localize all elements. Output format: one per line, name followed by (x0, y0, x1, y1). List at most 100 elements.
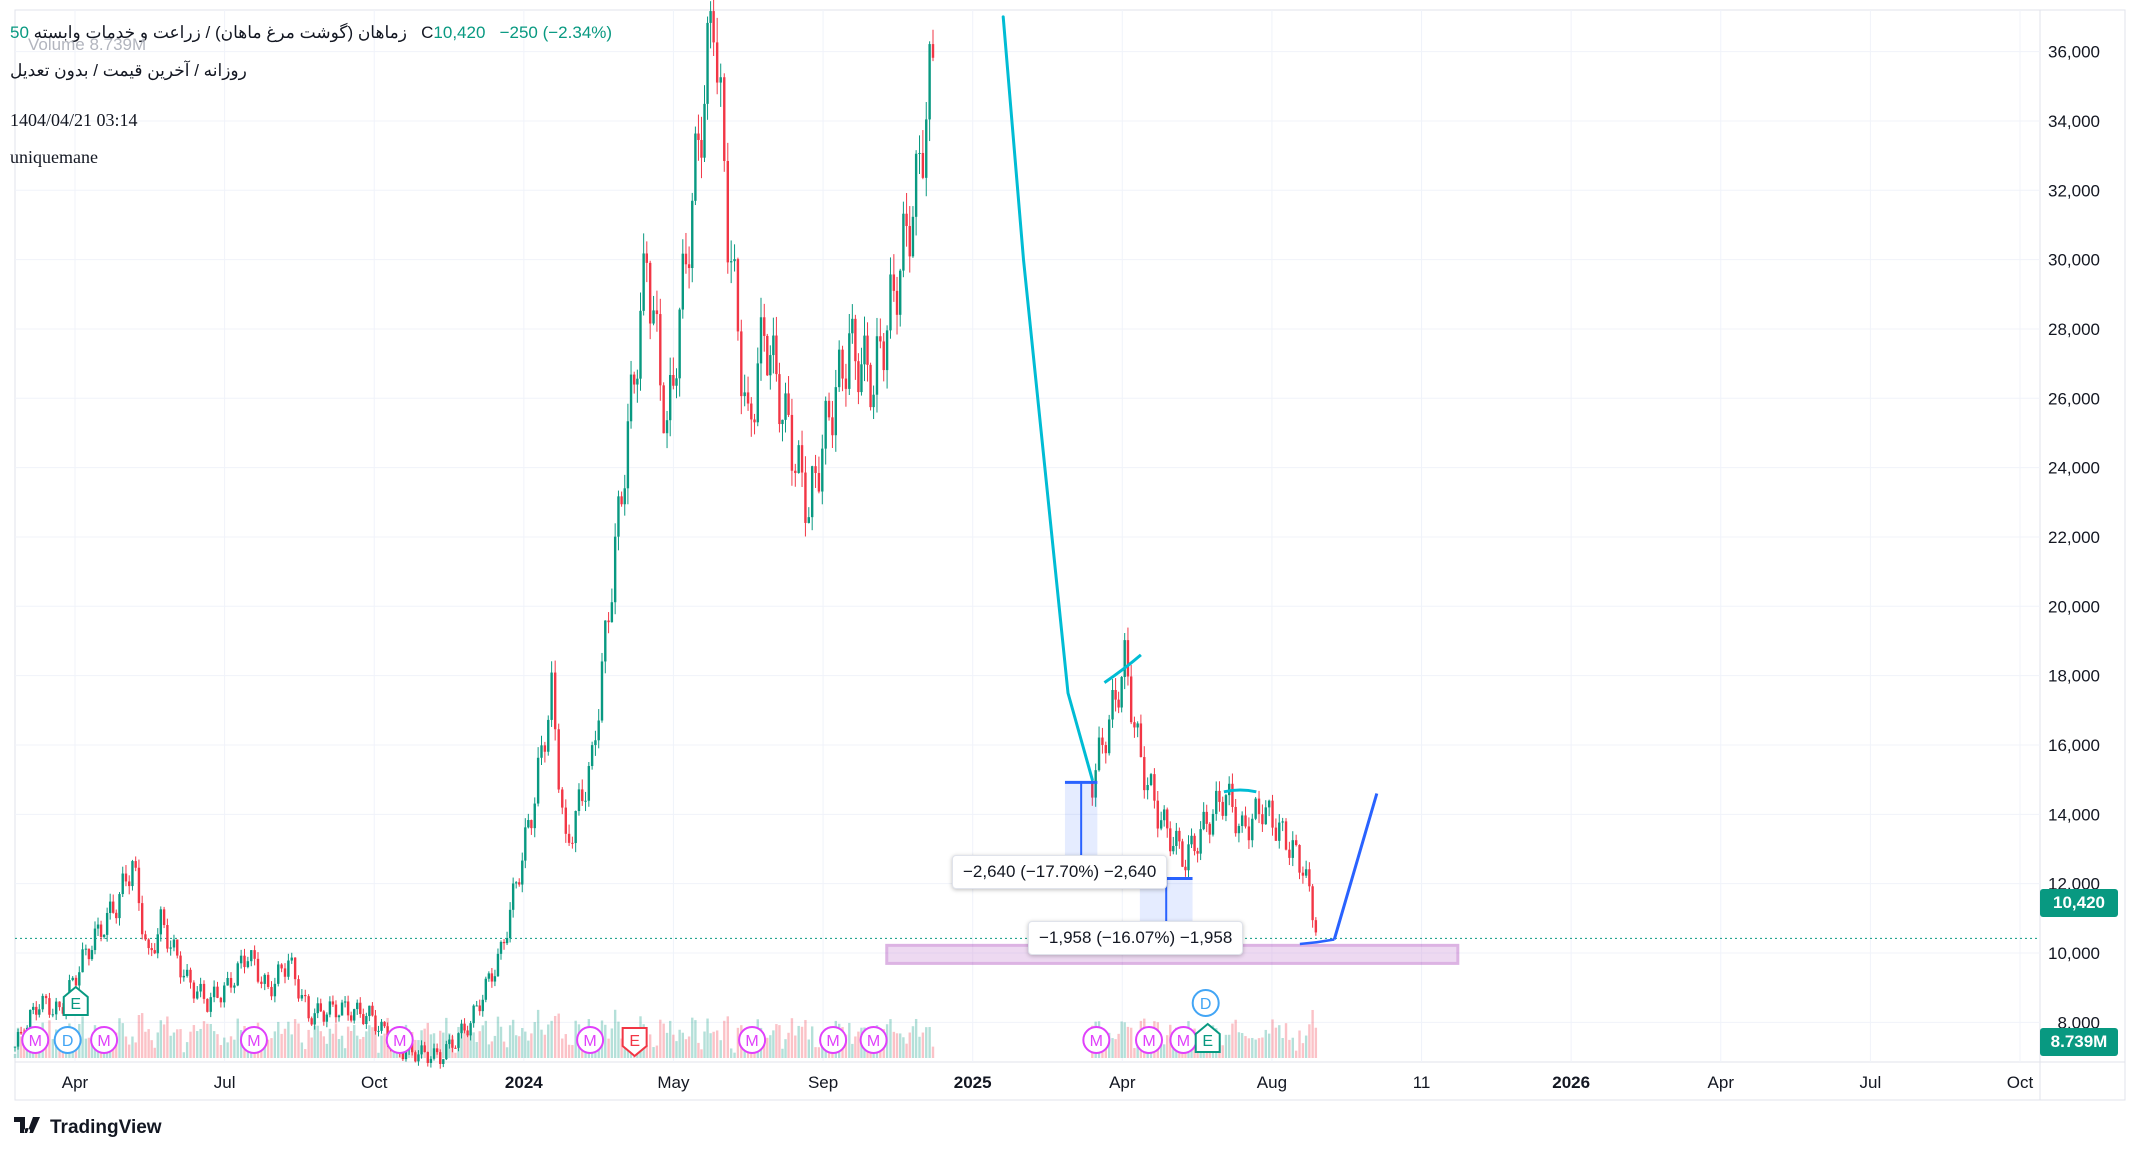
candle-body (875, 336, 879, 395)
volume-bar (659, 1019, 662, 1058)
volume-bar (216, 1034, 219, 1058)
event-badges[interactable]: M D MEM M M E M M M M M M ED (21, 985, 1221, 1058)
candle-body (1264, 807, 1267, 825)
event-badge-m[interactable]: M (385, 1026, 414, 1054)
candle-body (199, 983, 202, 992)
volume-bars (13, 1009, 1318, 1058)
volume-bar (478, 1031, 481, 1058)
symbol-name[interactable]: زماهان (گوشت مرغ ماهان) / زراعت و خدمات … (33, 23, 407, 42)
volume-bar (1136, 1042, 1139, 1058)
event-badge-m[interactable]: M (859, 1026, 888, 1054)
volume-bar (1231, 1023, 1234, 1058)
candle-body (1184, 866, 1187, 871)
event-badge-m[interactable]: M (21, 1026, 50, 1054)
candle-body (655, 310, 659, 315)
candle-body (124, 873, 128, 882)
volume-bar (1251, 1037, 1254, 1058)
candle-body (1202, 811, 1205, 830)
candle-body (746, 392, 750, 404)
candle-body (841, 349, 844, 379)
event-badge-m[interactable]: M (90, 1026, 119, 1054)
time-axis[interactable]: Apr Jul Oct 2024 May Sep 2025 Apr Aug 11 2026 Apr Ju… (62, 1073, 2034, 1092)
candle-body (1218, 790, 1221, 802)
volume-bar (508, 1025, 512, 1058)
candle-body (365, 1016, 368, 1025)
event-badge-m[interactable]: M (239, 1026, 268, 1054)
volume-bar (212, 1031, 216, 1058)
volume-bar (703, 1031, 706, 1058)
brand-name: TradingView (50, 1116, 162, 1138)
volume-bar (270, 1038, 273, 1058)
candle-body (1304, 869, 1308, 876)
event-badge-d[interactable]: D (53, 1026, 82, 1054)
candle-body (1288, 849, 1291, 858)
event-badge-m[interactable]: M (819, 1026, 848, 1054)
candle-body (128, 881, 131, 887)
candle-body (547, 719, 550, 752)
volume-bar (1162, 1044, 1166, 1058)
event-badge-e[interactable]: E (1194, 1022, 1221, 1053)
price-axis[interactable]: 8,000 10,000 12,000 14,000 16,000 18,000 20,00… (2048, 43, 2100, 1033)
volume-bar (131, 1036, 134, 1058)
candle-body (78, 972, 81, 986)
candle-body (810, 466, 814, 518)
measure-label-1[interactable]: −2,640 (−17.70%) −2,640 (952, 855, 1168, 889)
event-badge-m[interactable]: M (1135, 1026, 1163, 1054)
candle-body (352, 1009, 356, 1021)
volume-bar (87, 1037, 91, 1058)
candle-body (84, 948, 88, 950)
volume-bar (343, 1048, 347, 1058)
volume-bar (706, 1018, 709, 1058)
candle-body (1178, 830, 1181, 842)
candle-body (1153, 774, 1156, 801)
candle-body (1281, 821, 1284, 823)
measure-label-2[interactable]: −1,958 (−16.07%) −1,958 (1028, 921, 1244, 955)
candle-body (697, 133, 700, 140)
candle-body (669, 375, 672, 421)
candle-body (147, 939, 150, 949)
candle-body (807, 517, 810, 523)
tradingview-brand[interactable]: TradingView (14, 1116, 162, 1139)
y-tick-label: 22,000 (2048, 528, 2100, 547)
volume-bar (196, 1031, 199, 1058)
volume-bar (1284, 1023, 1288, 1058)
event-badge-m[interactable]: M (576, 1026, 605, 1054)
candle-body (1231, 783, 1234, 807)
volume-bar (209, 1024, 212, 1058)
volume-bar (460, 1026, 463, 1058)
candle-body (359, 1002, 362, 1015)
volume-bar (1271, 1019, 1274, 1058)
candle-body (902, 213, 905, 271)
candle-body (1199, 829, 1202, 854)
volume-bar (263, 1043, 266, 1058)
candle-body (223, 985, 226, 1003)
candle-body (769, 355, 772, 376)
event-badge-m[interactable]: M (1169, 1026, 1198, 1054)
candle-body (1267, 800, 1271, 808)
volume-bar (1117, 1033, 1120, 1058)
volume-bar (365, 1031, 368, 1058)
volume-bar (848, 1022, 851, 1058)
candle-body (322, 1011, 326, 1022)
event-badge-m[interactable]: M (1082, 1026, 1111, 1054)
candle-body (821, 448, 824, 492)
volume-bar (442, 1032, 445, 1058)
volume-bar (325, 1043, 329, 1058)
candle-body (1146, 784, 1149, 791)
candle-body (571, 842, 574, 844)
candle-body (814, 466, 817, 474)
candle-body (448, 1039, 451, 1045)
event-badge-e[interactable]: E (62, 985, 89, 1016)
volume-bar (564, 1034, 567, 1058)
volume-bar (490, 1041, 494, 1058)
candle-body (19, 1031, 23, 1034)
event-badge-m[interactable]: M (738, 1026, 767, 1054)
volume-bar (202, 1021, 206, 1058)
event-badge-e[interactable]: E (621, 1027, 648, 1058)
event-badge-d[interactable]: D (1191, 989, 1220, 1017)
volume-bar (349, 1031, 353, 1058)
volume-bar (1264, 1029, 1267, 1058)
candle-body (1257, 798, 1261, 815)
idea-author[interactable]: uniquemane (10, 147, 98, 167)
